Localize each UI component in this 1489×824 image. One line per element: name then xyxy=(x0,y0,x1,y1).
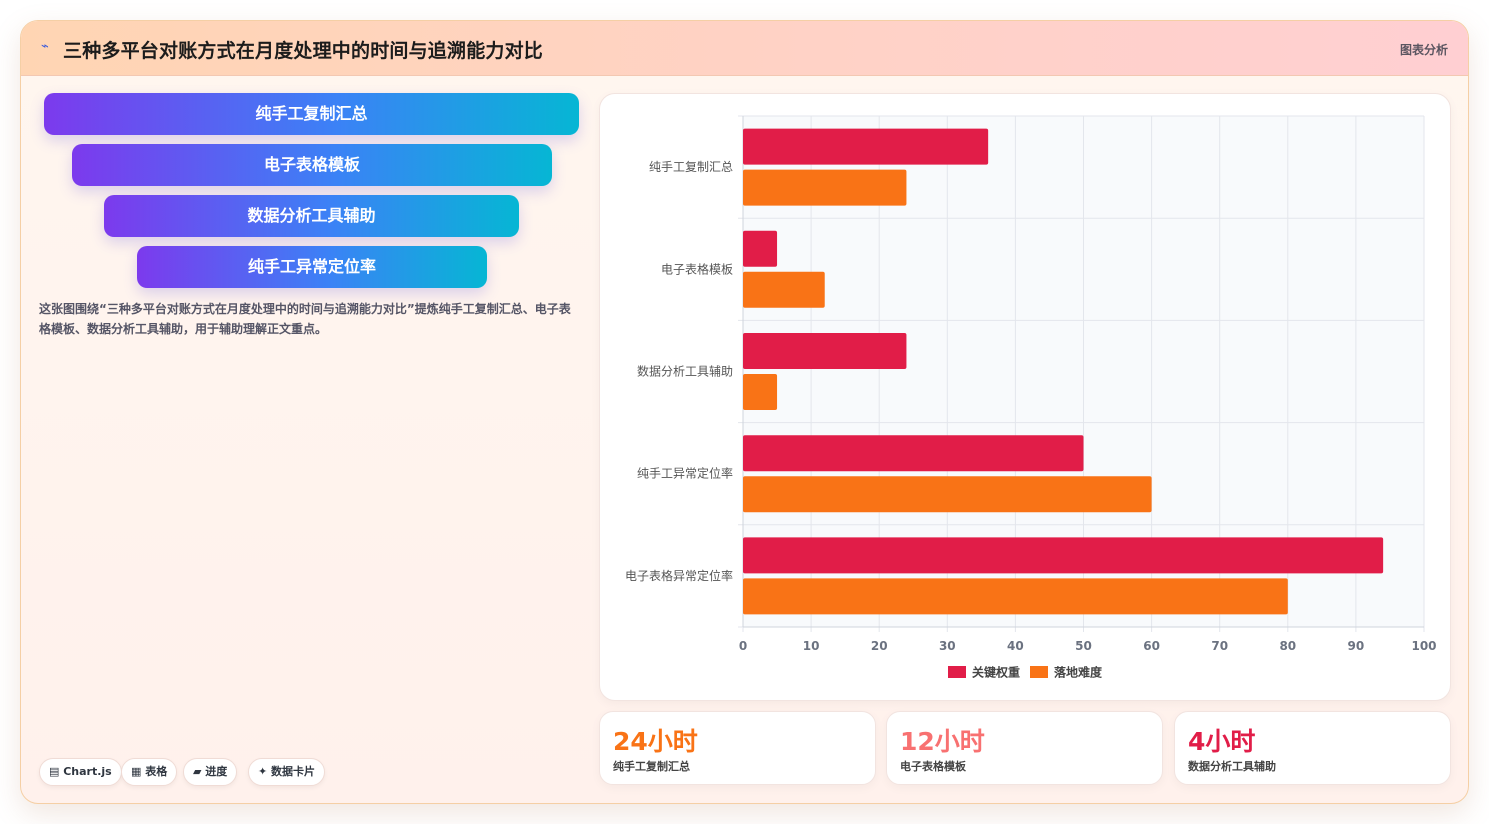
bar xyxy=(743,578,1288,615)
funnel-step-2: 电子表格模板 xyxy=(72,144,552,186)
x-tick-label: 30 xyxy=(939,639,956,653)
y-tick-label: 纯手工复制汇总 xyxy=(649,160,733,174)
chip-data-card[interactable]: ✦ 数据卡片 xyxy=(248,758,326,786)
arrow-icon: ⌁ xyxy=(41,39,49,54)
stat-label-1: 纯手工复制汇总 xyxy=(613,760,690,773)
x-tick-label: 80 xyxy=(1279,639,1296,653)
stat-card-2: 12小时 电子表格模板 xyxy=(886,711,1163,785)
header: ⌁ 三种多平台对账方式在月度处理中的时间与追溯能力对比 图表分析 xyxy=(21,21,1468,76)
x-tick-label: 70 xyxy=(1211,639,1228,653)
bar xyxy=(743,128,989,165)
page-title: 三种多平台对账方式在月度处理中的时间与追溯能力对比 xyxy=(63,40,544,62)
bar xyxy=(743,537,1384,574)
bar xyxy=(743,230,778,267)
y-tick-label: 电子表格异常定位率 xyxy=(625,568,733,583)
legend-swatch xyxy=(1030,666,1048,678)
stat-value-1: 24小时 xyxy=(613,727,698,756)
chip-chartjs[interactable]: ▤ Chart.js xyxy=(39,758,122,786)
x-tick-label: 40 xyxy=(1007,639,1024,653)
stat-label-2: 电子表格模板 xyxy=(900,760,966,773)
y-tick-label: 数据分析工具辅助 xyxy=(637,364,733,379)
stat-card-3: 4小时 数据分析工具辅助 xyxy=(1174,711,1451,785)
legend-label: 落地难度 xyxy=(1054,665,1103,680)
stat-value-3: 4小时 xyxy=(1188,727,1256,756)
chip-progress[interactable]: ▰ 进度 xyxy=(183,758,238,786)
bar xyxy=(743,271,825,308)
stat-card-1: 24小时 纯手工复制汇总 xyxy=(599,711,876,785)
bar xyxy=(743,169,907,206)
x-tick-label: 20 xyxy=(871,639,888,653)
funnel-step-4: 纯手工异常定位率 xyxy=(137,246,487,288)
chart-analysis-tag[interactable]: 图表分析 xyxy=(1399,43,1448,57)
main-card: ⌁ 三种多平台对账方式在月度处理中的时间与追溯能力对比 图表分析 纯手工复制汇总… xyxy=(20,20,1469,804)
bar xyxy=(743,333,907,369)
bar xyxy=(743,476,1152,513)
stat-value-2: 12小时 xyxy=(900,727,985,756)
chart-panel: 0 10 20 30 40 50 60 70 80 90 100 纯手工复制汇总电子表格模板数据分析工… xyxy=(599,93,1451,701)
chip-table[interactable]: ▦ 表格 xyxy=(121,758,178,786)
stat-label-3: 数据分析工具辅助 xyxy=(1188,760,1276,773)
description: 这张图围绕“三种多平台对账方式在月度处理中的时间与追溯能力对比”提炼纯手工复制汇… xyxy=(39,302,571,336)
x-tick-label: 10 xyxy=(803,639,820,653)
x-tick-label: 0 xyxy=(739,639,747,653)
funnel-step-1: 纯手工复制汇总 xyxy=(44,93,579,135)
y-tick-label: 纯手工异常定位率 xyxy=(637,466,733,481)
x-tick-label: 100 xyxy=(1411,639,1436,653)
x-tick-label: 90 xyxy=(1348,639,1365,653)
x-tick-label: 50 xyxy=(1075,639,1092,653)
x-tick-label: 60 xyxy=(1143,639,1160,653)
legend-swatch xyxy=(948,666,966,678)
bar xyxy=(743,435,1084,472)
bar-chart: 0 10 20 30 40 50 60 70 80 90 100 纯手工复制汇总电子表格模板数据分析工… xyxy=(625,115,1437,680)
bar xyxy=(743,374,778,410)
legend-label: 关键权重 xyxy=(972,665,1020,680)
y-tick-label: 电子表格模板 xyxy=(661,261,733,276)
funnel-step-3: 数据分析工具辅助 xyxy=(104,195,519,237)
